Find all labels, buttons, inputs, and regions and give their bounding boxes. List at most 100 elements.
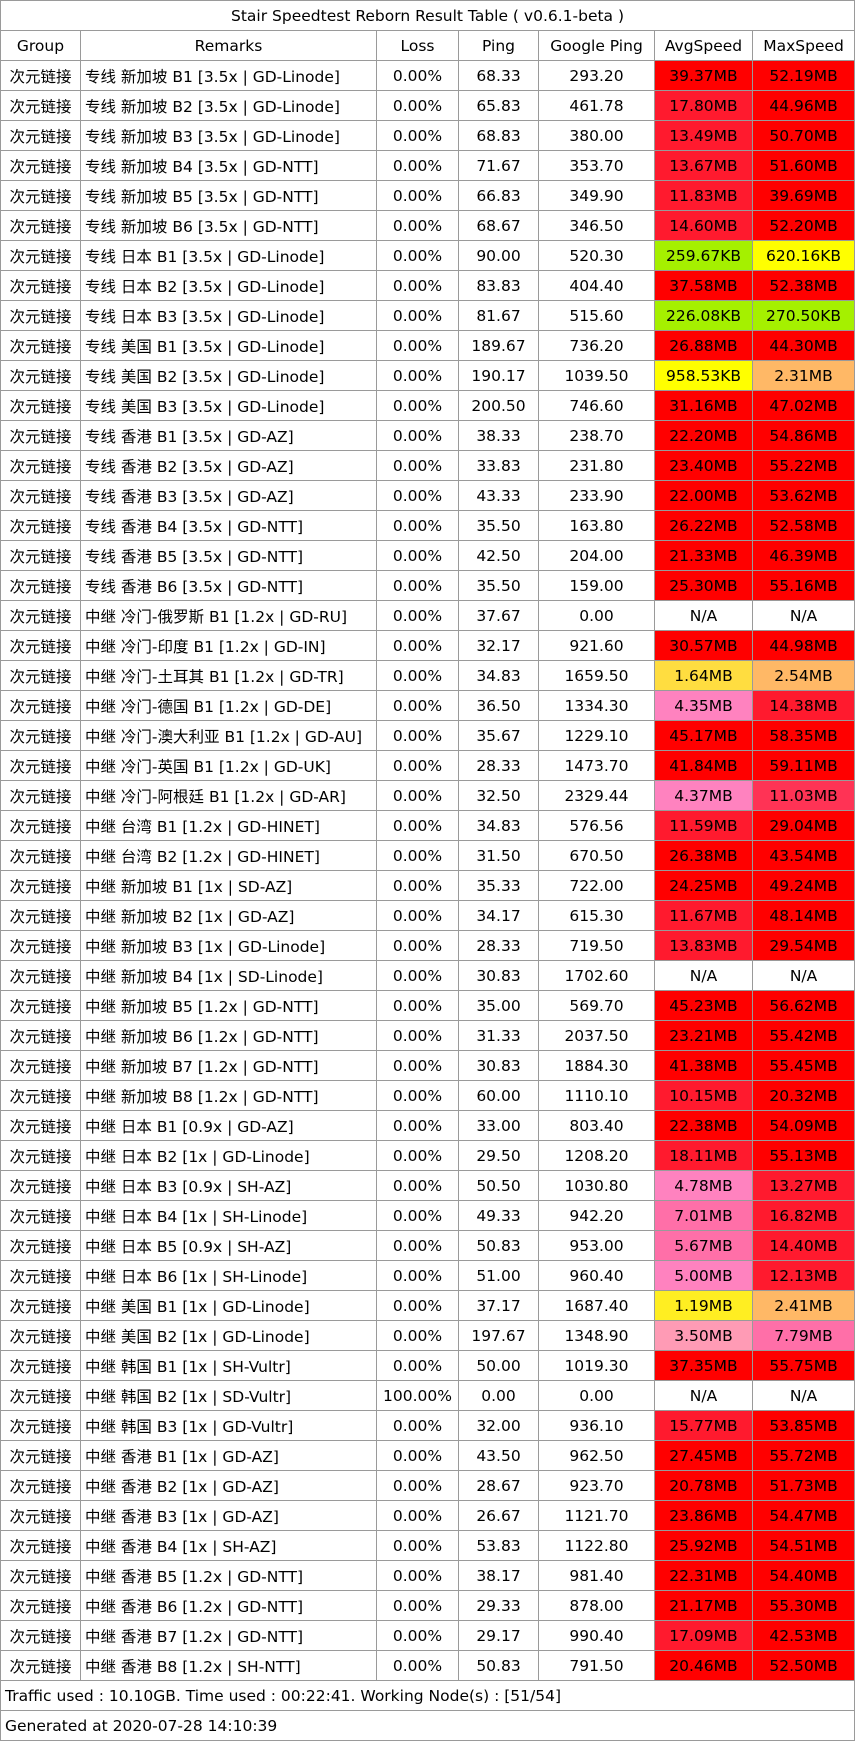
cell-max-speed: 29.04MB	[751, 810, 855, 841]
cell-loss: 0.00%	[376, 120, 459, 151]
cell-google-ping: 936.10	[538, 1410, 655, 1441]
cell-group: 次元链接	[0, 960, 81, 991]
cell-ping: 90.00	[458, 240, 539, 271]
cell-avg-speed: 30.57MB	[654, 630, 753, 661]
cell-avg-speed: 3.50MB	[654, 1320, 753, 1351]
cell-max-speed: 620.16KB	[751, 240, 855, 271]
table-row: 次元链接 中继 冷门-阿根廷 B1 [1.2x | GD-AR] 0.00% 32.5…	[0, 780, 855, 811]
cell-google-ping: 1702.60	[538, 960, 655, 991]
cell-loss: 0.00%	[376, 450, 459, 481]
cell-remarks: 中继 韩国 B3 [1x | GD-Vultr]	[80, 1410, 377, 1441]
cell-remarks: 中继 香港 B3 [1x | GD-AZ]	[80, 1500, 377, 1531]
cell-max-speed: 44.98MB	[751, 630, 855, 661]
table-row: 次元链接 中继 冷门-德国 B1 [1.2x | GD-DE] 0.00% 36.50…	[0, 690, 855, 721]
cell-max-speed: 39.69MB	[751, 180, 855, 211]
cell-remarks: 中继 香港 B7 [1.2x | GD-NTT]	[80, 1620, 377, 1651]
cell-google-ping: 719.50	[538, 930, 655, 961]
table-row: 次元链接 中继 香港 B8 [1.2x | SH-NTT] 0.00% 50.83 79…	[0, 1650, 855, 1681]
cell-avg-speed: 18.11MB	[654, 1140, 753, 1171]
cell-group: 次元链接	[0, 930, 81, 961]
cell-max-speed: 48.14MB	[751, 900, 855, 931]
cell-remarks: 专线 新加坡 B6 [3.5x | GD-NTT]	[80, 210, 377, 241]
cell-remarks: 专线 美国 B3 [3.5x | GD-Linode]	[80, 390, 377, 421]
cell-loss: 0.00%	[376, 60, 459, 91]
table-row: 次元链接 中继 日本 B1 [0.9x | GD-AZ] 0.00% 33.00 803…	[0, 1110, 855, 1141]
cell-group: 次元链接	[0, 1620, 81, 1651]
cell-loss: 0.00%	[376, 780, 459, 811]
table-row: 次元链接 中继 新加坡 B1 [1x | SD-AZ] 0.00% 35.33 722.…	[0, 870, 855, 901]
cell-loss: 0.00%	[376, 1470, 459, 1501]
cell-loss: 0.00%	[376, 210, 459, 241]
header-row: Group Remarks Loss Ping Google Ping AvgS…	[0, 30, 855, 61]
cell-max-speed: 47.02MB	[751, 390, 855, 421]
cell-loss: 0.00%	[376, 1410, 459, 1441]
cell-ping: 36.50	[458, 690, 539, 721]
cell-loss: 0.00%	[376, 900, 459, 931]
cell-group: 次元链接	[0, 210, 81, 241]
cell-max-speed: 54.09MB	[751, 1110, 855, 1141]
cell-loss: 0.00%	[376, 1110, 459, 1141]
cell-max-speed: 14.38MB	[751, 690, 855, 721]
cell-google-ping: 981.40	[538, 1560, 655, 1591]
cell-group: 次元链接	[0, 510, 81, 541]
cell-google-ping: 791.50	[538, 1650, 655, 1681]
cell-remarks: 中继 冷门-土耳其 B1 [1.2x | GD-TR]	[80, 660, 377, 691]
table-row: 次元链接 中继 冷门-印度 B1 [1.2x | GD-IN] 0.00% 32.17…	[0, 630, 855, 661]
cell-max-speed: 270.50KB	[751, 300, 855, 331]
cell-group: 次元链接	[0, 840, 81, 871]
cell-remarks: 中继 香港 B5 [1.2x | GD-NTT]	[80, 1560, 377, 1591]
cell-google-ping: 1334.30	[538, 690, 655, 721]
cell-avg-speed: 21.17MB	[654, 1590, 753, 1621]
table-row: 次元链接 专线 香港 B5 [3.5x | GD-NTT] 0.00% 42.50 20…	[0, 540, 855, 571]
cell-google-ping: 1229.10	[538, 720, 655, 751]
cell-remarks: 专线 香港 B2 [3.5x | GD-AZ]	[80, 450, 377, 481]
cell-avg-speed: 41.84MB	[654, 750, 753, 781]
cell-ping: 35.50	[458, 510, 539, 541]
cell-group: 次元链接	[0, 750, 81, 781]
cell-google-ping: 962.50	[538, 1440, 655, 1471]
cell-ping: 37.17	[458, 1290, 539, 1321]
table-row: 次元链接 中继 新加坡 B4 [1x | SD-Linode] 0.00% 30.83…	[0, 960, 855, 991]
cell-group: 次元链接	[0, 450, 81, 481]
cell-loss: 0.00%	[376, 510, 459, 541]
cell-avg-speed: 14.60MB	[654, 210, 753, 241]
cell-group: 次元链接	[0, 780, 81, 811]
cell-group: 次元链接	[0, 690, 81, 721]
cell-avg-speed: 25.92MB	[654, 1530, 753, 1561]
cell-remarks: 中继 新加坡 B2 [1x | GD-AZ]	[80, 900, 377, 931]
cell-ping: 33.83	[458, 450, 539, 481]
table-row: 次元链接 专线 香港 B4 [3.5x | GD-NTT] 0.00% 35.50 16…	[0, 510, 855, 541]
cell-max-speed: 43.54MB	[751, 840, 855, 871]
cell-google-ping: 1208.20	[538, 1140, 655, 1171]
cell-ping: 31.50	[458, 840, 539, 871]
cell-ping: 71.67	[458, 150, 539, 181]
cell-remarks: 专线 新加坡 B5 [3.5x | GD-NTT]	[80, 180, 377, 211]
cell-loss: 0.00%	[376, 1170, 459, 1201]
cell-avg-speed: 37.58MB	[654, 270, 753, 301]
cell-loss: 0.00%	[376, 1650, 459, 1681]
cell-google-ping: 569.70	[538, 990, 655, 1021]
cell-ping: 30.83	[458, 960, 539, 991]
cell-max-speed: 52.19MB	[751, 60, 855, 91]
cell-group: 次元链接	[0, 900, 81, 931]
cell-remarks: 中继 新加坡 B3 [1x | GD-Linode]	[80, 930, 377, 961]
cell-max-speed: 55.42MB	[751, 1020, 855, 1051]
cell-avg-speed: 45.23MB	[654, 990, 753, 1021]
table-row: 次元链接 中继 日本 B5 [0.9x | SH-AZ] 0.00% 50.83 953…	[0, 1230, 855, 1261]
cell-avg-speed: 7.01MB	[654, 1200, 753, 1231]
cell-group: 次元链接	[0, 1500, 81, 1531]
cell-remarks: 中继 日本 B4 [1x | SH-Linode]	[80, 1200, 377, 1231]
header-loss: Loss	[376, 30, 459, 61]
cell-group: 次元链接	[0, 480, 81, 511]
cell-loss: 0.00%	[376, 750, 459, 781]
cell-avg-speed: 21.33MB	[654, 540, 753, 571]
cell-max-speed: 52.38MB	[751, 270, 855, 301]
cell-loss: 0.00%	[376, 150, 459, 181]
cell-avg-speed: 23.21MB	[654, 1020, 753, 1051]
cell-avg-speed: 31.16MB	[654, 390, 753, 421]
table-row: 次元链接 专线 日本 B1 [3.5x | GD-Linode] 0.00% 90.0…	[0, 240, 855, 271]
cell-loss: 0.00%	[376, 930, 459, 961]
cell-loss: 0.00%	[376, 1350, 459, 1381]
